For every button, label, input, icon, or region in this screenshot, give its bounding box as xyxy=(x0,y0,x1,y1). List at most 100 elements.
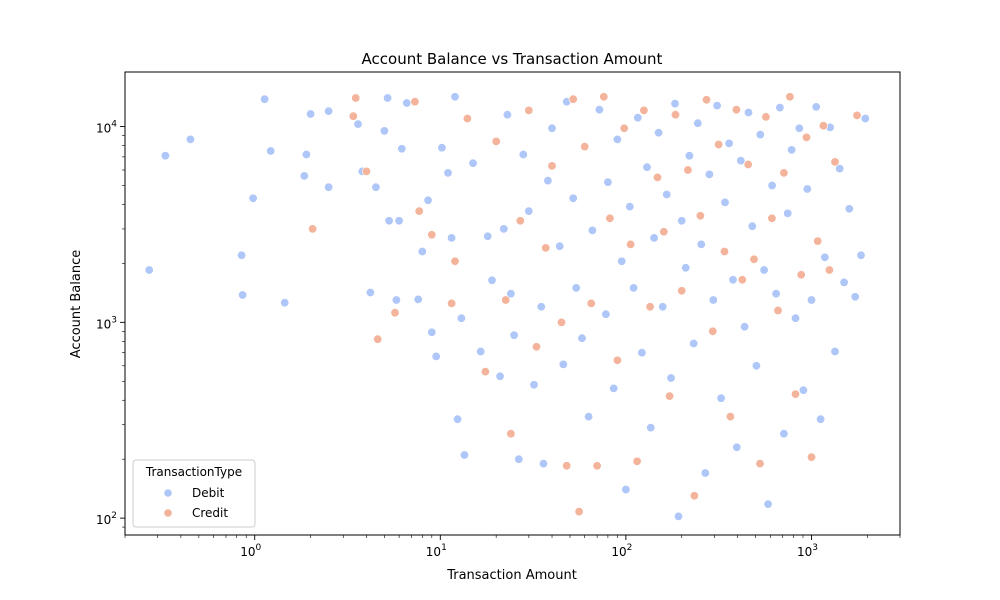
data-point-credit-54 xyxy=(761,112,771,122)
y-tick-label: 103 xyxy=(96,315,117,331)
data-point-credit-52 xyxy=(749,254,759,264)
data-point-debit-96 xyxy=(728,275,738,285)
legend-box xyxy=(132,459,256,528)
data-point-debit-103 xyxy=(755,130,765,140)
data-point-debit-88 xyxy=(696,239,706,249)
data-point-debit-100 xyxy=(743,108,753,118)
data-point-credit-19 xyxy=(541,243,551,253)
data-point-credit-34 xyxy=(639,105,649,115)
data-point-debit-76 xyxy=(649,233,659,243)
data-point-credit-57 xyxy=(779,168,789,178)
data-point-debit-125 xyxy=(850,292,860,302)
data-point-credit-48 xyxy=(725,412,735,422)
data-point-credit-62 xyxy=(806,452,816,462)
data-point-debit-58 xyxy=(571,283,581,293)
data-point-debit-64 xyxy=(601,309,611,319)
data-point-credit-2 xyxy=(351,93,361,103)
data-point-debit-102 xyxy=(751,361,761,371)
data-point-debit-49 xyxy=(529,380,539,390)
data-point-debit-106 xyxy=(767,181,777,191)
data-point-debit-59 xyxy=(577,333,587,343)
data-point-debit-114 xyxy=(798,385,808,395)
data-point-debit-69 xyxy=(621,484,631,494)
data-points-layer xyxy=(144,92,870,521)
data-point-debit-91 xyxy=(708,295,718,305)
data-point-debit-98 xyxy=(736,156,746,166)
data-point-debit-118 xyxy=(816,414,826,424)
data-point-debit-4 xyxy=(238,290,248,300)
data-point-debit-21 xyxy=(391,295,401,305)
data-point-debit-55 xyxy=(558,359,568,369)
data-point-credit-43 xyxy=(695,211,705,221)
data-point-credit-60 xyxy=(796,270,806,280)
data-point-debit-11 xyxy=(306,109,316,119)
data-point-debit-34 xyxy=(453,414,463,424)
data-point-debit-111 xyxy=(787,145,797,155)
legend-label-credit: Credit xyxy=(192,506,228,520)
data-point-credit-4 xyxy=(373,334,383,344)
legend-title: TransactionType xyxy=(145,465,242,479)
data-point-debit-39 xyxy=(483,231,493,241)
x-tick-label: 101 xyxy=(426,543,447,559)
data-point-credit-8 xyxy=(427,230,437,240)
data-point-credit-7 xyxy=(414,206,424,216)
data-point-debit-53 xyxy=(547,123,557,133)
data-point-credit-35 xyxy=(645,302,655,312)
data-point-debit-10 xyxy=(301,150,311,160)
data-point-credit-51 xyxy=(743,160,753,170)
data-point-debit-1 xyxy=(160,151,170,161)
data-point-debit-94 xyxy=(720,197,730,207)
data-point-debit-116 xyxy=(806,295,816,305)
data-point-debit-93 xyxy=(716,393,726,403)
data-point-debit-23 xyxy=(397,144,407,154)
data-point-debit-43 xyxy=(502,110,512,120)
data-point-credit-66 xyxy=(830,157,840,167)
data-point-debit-16 xyxy=(365,287,375,297)
data-point-debit-27 xyxy=(423,195,433,205)
data-point-debit-25 xyxy=(413,294,423,304)
data-point-debit-79 xyxy=(662,190,672,200)
y-tick-label: 104 xyxy=(96,120,117,136)
data-point-debit-65 xyxy=(603,177,613,187)
data-point-debit-107 xyxy=(771,289,781,299)
data-point-debit-89 xyxy=(700,468,710,478)
data-point-debit-41 xyxy=(495,371,505,381)
data-point-credit-23 xyxy=(568,94,578,104)
data-point-credit-11 xyxy=(462,114,472,124)
data-point-debit-126 xyxy=(856,250,866,260)
data-point-debit-24 xyxy=(402,98,412,108)
data-point-debit-67 xyxy=(612,134,622,144)
data-point-debit-5 xyxy=(248,193,258,203)
data-point-credit-20 xyxy=(547,161,557,171)
data-point-debit-83 xyxy=(677,216,687,226)
data-point-debit-117 xyxy=(811,102,821,112)
data-point-debit-101 xyxy=(747,221,757,231)
data-point-debit-32 xyxy=(447,233,457,243)
data-point-debit-86 xyxy=(689,338,699,348)
data-point-credit-63 xyxy=(813,236,823,246)
data-point-credit-14 xyxy=(501,295,511,305)
data-point-credit-10 xyxy=(450,256,460,266)
data-point-credit-17 xyxy=(524,105,534,115)
data-point-debit-113 xyxy=(794,123,804,133)
data-point-debit-37 xyxy=(468,158,478,168)
data-point-debit-115 xyxy=(802,184,812,194)
data-point-debit-51 xyxy=(538,459,548,469)
data-point-credit-21 xyxy=(556,317,566,327)
data-point-debit-47 xyxy=(518,150,528,160)
data-point-debit-85 xyxy=(684,151,694,161)
x-tick-label: 100 xyxy=(240,543,261,559)
data-point-credit-31 xyxy=(619,123,629,133)
data-point-debit-45 xyxy=(509,330,519,340)
data-point-credit-56 xyxy=(773,305,783,315)
data-point-debit-110 xyxy=(783,208,793,218)
legend-label-debit: Debit xyxy=(192,486,225,500)
x-tick-label: 103 xyxy=(797,543,818,559)
data-point-credit-65 xyxy=(824,265,834,275)
data-point-debit-0 xyxy=(144,265,154,275)
data-point-debit-122 xyxy=(835,164,845,174)
data-point-debit-18 xyxy=(379,126,389,136)
data-point-debit-29 xyxy=(431,351,441,361)
data-point-debit-3 xyxy=(237,250,247,260)
